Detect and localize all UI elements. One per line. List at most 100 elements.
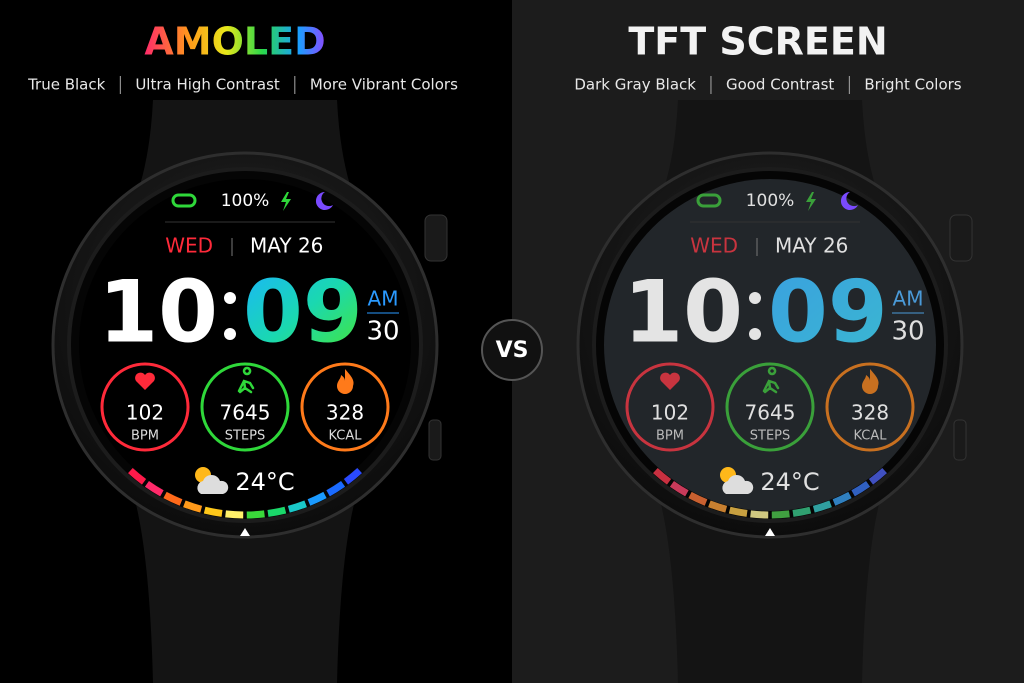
color-arc-segment	[669, 480, 689, 497]
period-label: AM	[368, 287, 399, 311]
watch-screen	[79, 179, 411, 511]
color-arc-segment	[183, 500, 203, 513]
cloud-icon	[722, 474, 754, 494]
flame-icon	[337, 369, 354, 394]
metric-unit: KCAL	[328, 429, 362, 444]
colon-dot	[224, 328, 236, 340]
metric-unit: STEPS	[225, 429, 266, 444]
color-arc-segment	[812, 500, 832, 513]
colon-dot	[749, 292, 761, 304]
color-arc-segment	[771, 510, 790, 519]
link-icon	[696, 193, 722, 208]
watch-strap-bottom	[135, 500, 355, 683]
panel: TFT SCREEN Dark Gray Black Good Contrast Br…	[574, 20, 973, 683]
colon-dot	[749, 328, 761, 340]
heart-icon	[660, 372, 680, 390]
battery-label: 100%	[746, 191, 795, 211]
metric-value: 328	[851, 401, 889, 425]
feature-label: True Black	[27, 76, 106, 94]
color-arc-segment	[163, 491, 183, 506]
color-arc-segment	[225, 510, 244, 519]
day-label: WED	[165, 234, 213, 258]
color-arc-segment	[792, 506, 812, 517]
metric-value: 102	[126, 401, 164, 425]
minute-label: 09	[768, 262, 888, 362]
link-icon	[171, 193, 197, 208]
color-arc-segment	[144, 480, 164, 497]
period-label: AM	[893, 287, 924, 311]
panel-title: TFT SCREEN	[628, 20, 887, 64]
color-arc-segment	[851, 480, 871, 497]
feature-label: Dark Gray Black	[574, 76, 696, 94]
metric-ring	[300, 362, 390, 452]
metric-unit: KCAL	[853, 429, 887, 444]
seconds-label: 30	[366, 317, 399, 347]
metric-unit: BPM	[131, 429, 159, 444]
moon-icon	[315, 191, 333, 210]
metric-ring	[725, 362, 815, 452]
arc-pointer	[240, 528, 250, 536]
color-arc-segment	[708, 500, 728, 513]
metric-ring	[825, 362, 915, 452]
flame-icon	[862, 369, 879, 394]
metric-value: 7645	[745, 401, 796, 425]
metric-value: 102	[651, 401, 689, 425]
side-button	[953, 419, 967, 461]
feature-label: Good Contrast	[726, 76, 834, 94]
metric-value: 328	[326, 401, 364, 425]
feature-label: Bright Colors	[864, 76, 961, 94]
feature-label: More Vibrant Colors	[310, 76, 458, 94]
heart-icon	[135, 372, 155, 390]
battery-label: 100%	[221, 191, 270, 211]
metric-ring	[625, 362, 715, 452]
color-arc-segment	[246, 510, 265, 519]
runner-icon	[762, 366, 780, 394]
runner-icon	[237, 366, 255, 394]
panel-title: AMOLED	[144, 20, 325, 64]
crown	[949, 214, 973, 262]
watch-screen	[604, 179, 936, 511]
color-arc-segment	[343, 467, 362, 485]
temperature-label: 24°C	[760, 468, 819, 496]
metric-ring	[100, 362, 190, 452]
watch-strap-bottom	[660, 500, 880, 683]
color-arc-segment	[750, 510, 769, 519]
temperature-label: 24°C	[235, 468, 294, 496]
metric-unit: BPM	[656, 429, 684, 444]
side-button	[428, 419, 442, 461]
date-label: MAY 26	[775, 234, 848, 258]
bolt-icon	[806, 192, 816, 211]
cloud-icon	[197, 474, 229, 494]
day-label: WED	[690, 234, 738, 258]
color-arc-segment	[688, 491, 708, 506]
colon-dot	[224, 292, 236, 304]
metric-unit: STEPS	[750, 429, 791, 444]
color-arc-segment	[868, 467, 887, 485]
vs-badge	[481, 319, 543, 381]
color-arc-segment	[832, 491, 852, 506]
color-arc-segment	[307, 491, 327, 506]
metric-ring	[200, 362, 290, 452]
color-arc-segment	[267, 506, 287, 517]
hour-label: 10	[623, 262, 743, 362]
color-arc-segment	[653, 467, 672, 485]
metric-value: 7645	[220, 401, 271, 425]
panel: AMOLED True Black Ultra High Contrast More …	[27, 20, 458, 683]
color-arc-segment	[203, 506, 223, 517]
color-arc-segment	[728, 506, 748, 517]
date-label: MAY 26	[250, 234, 323, 258]
hour-label: 10	[98, 262, 218, 362]
content: AMOLED True Black Ultra High Contrast More …	[27, 20, 973, 683]
crown	[424, 214, 448, 262]
bolt-icon	[281, 192, 291, 211]
color-arc-segment	[128, 467, 147, 485]
seconds-label: 30	[891, 317, 924, 347]
color-arc-segment	[287, 500, 307, 513]
color-arc-segment	[326, 480, 346, 497]
arc-pointer	[765, 528, 775, 536]
vs-label: VS	[496, 338, 529, 363]
minute-label: 09	[243, 262, 363, 362]
feature-label: Ultra High Contrast	[135, 76, 280, 94]
moon-icon	[840, 191, 858, 210]
